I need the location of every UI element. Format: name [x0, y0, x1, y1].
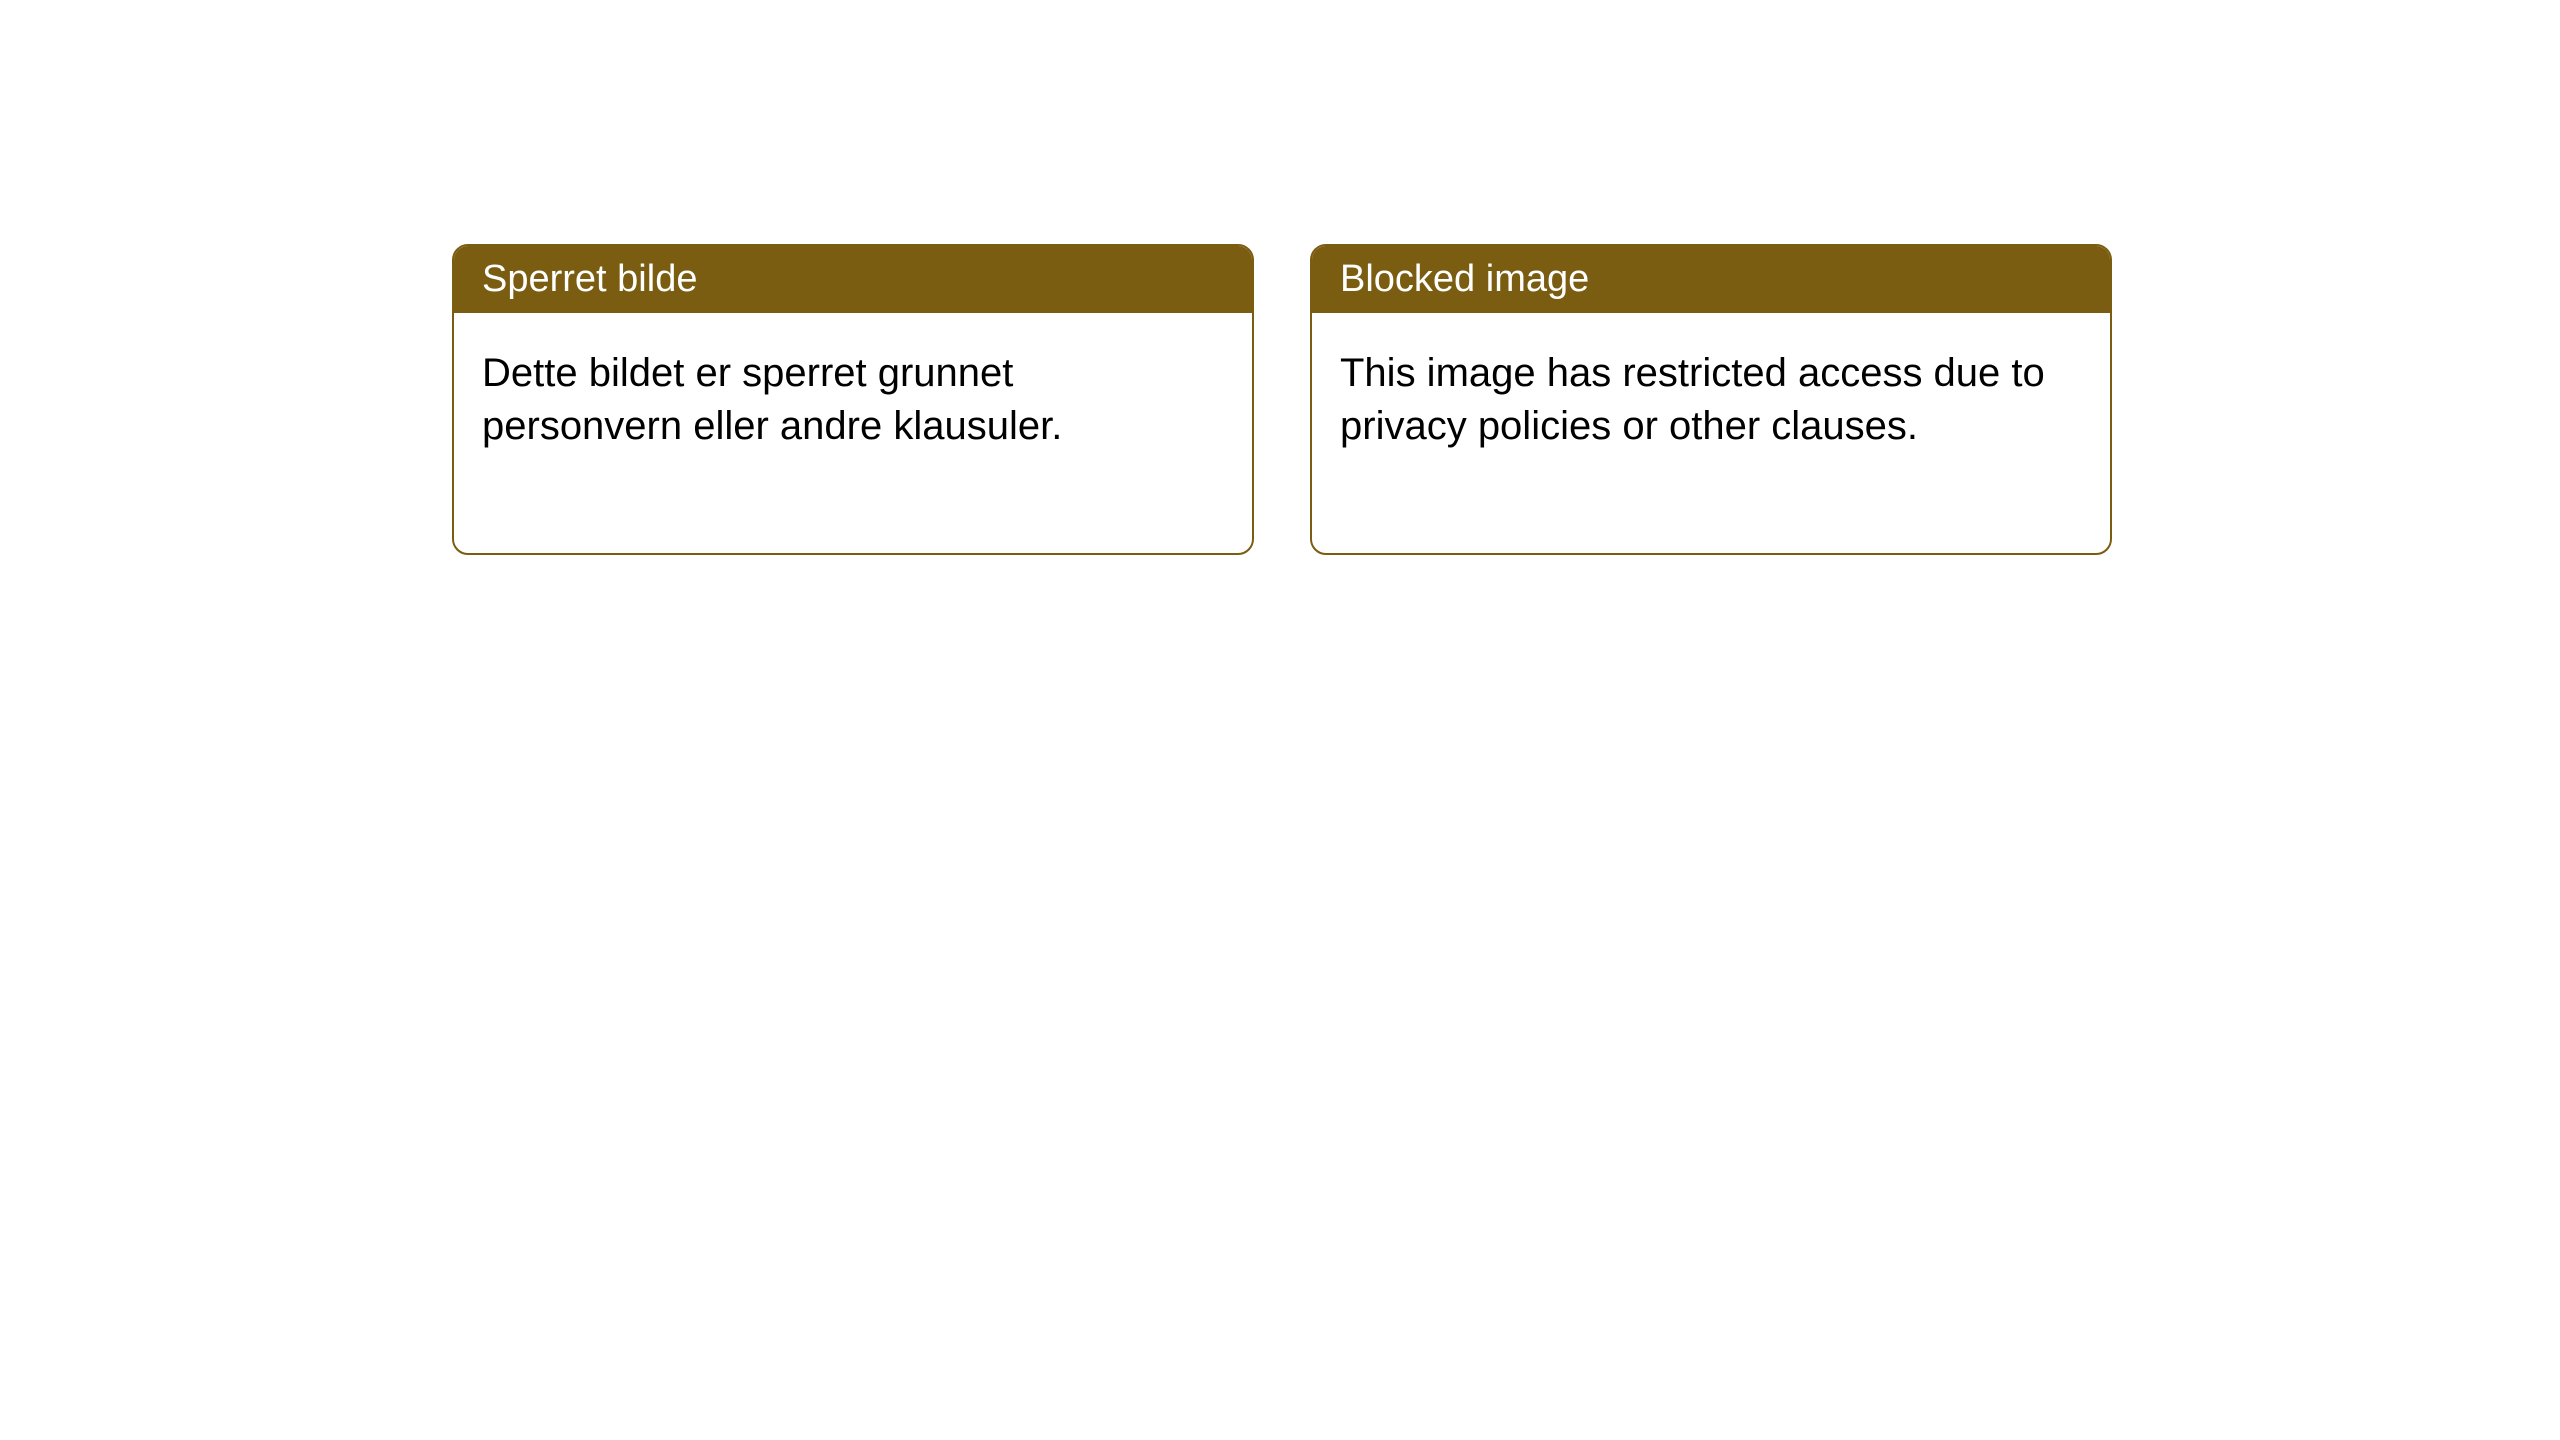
- notice-title-no: Sperret bilde: [454, 246, 1252, 313]
- notice-body-en: This image has restricted access due to …: [1312, 313, 2110, 553]
- notice-card-no: Sperret bilde Dette bildet er sperret gr…: [452, 244, 1254, 555]
- notice-card-en: Blocked image This image has restricted …: [1310, 244, 2112, 555]
- notice-title-en: Blocked image: [1312, 246, 2110, 313]
- notice-body-no: Dette bildet er sperret grunnet personve…: [454, 313, 1252, 553]
- notice-container: Sperret bilde Dette bildet er sperret gr…: [452, 244, 2112, 555]
